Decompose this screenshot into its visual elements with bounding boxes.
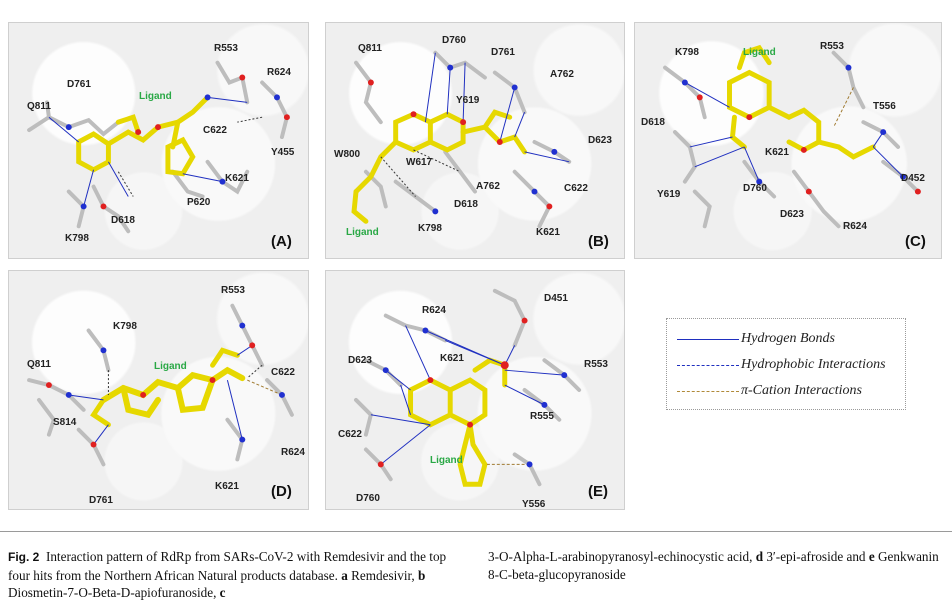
panel-label: (B) (588, 233, 609, 250)
legend-swatch-solid (677, 338, 739, 340)
residue-label: D761 (67, 79, 91, 90)
residue-label: K621 (765, 147, 789, 158)
panel-label: (C) (905, 233, 926, 250)
ligand-label: Ligand (139, 91, 172, 102)
caption-divider (0, 531, 952, 532)
caption-item-d-label: d (755, 549, 764, 564)
residue-label: K798 (675, 47, 699, 58)
panel-label: (D) (271, 483, 292, 500)
residue-label: R624 (422, 305, 446, 316)
caption-item-e-label: e (868, 549, 875, 564)
ligand-label: Ligand (743, 47, 776, 58)
residue-label: Q811 (27, 359, 51, 370)
residue-label: K798 (65, 233, 89, 244)
residue-label: R553 (214, 43, 238, 54)
legend-swatch-dashed-gold (677, 390, 739, 392)
panel-a-structure (27, 60, 290, 234)
legend-item-hydrogen-bonds: Hydrogen Bonds (677, 331, 835, 347)
residue-label: K621 (225, 173, 249, 184)
residue-label: K621 (440, 353, 464, 364)
residue-label: W800 (334, 149, 361, 160)
residue-label: T556 (873, 101, 896, 112)
residue-label: D618 (641, 117, 665, 128)
residue-label: D761 (491, 47, 515, 58)
residue-label: P620 (187, 197, 211, 208)
panel-b-structure (351, 50, 572, 229)
residue-label: D618 (454, 199, 478, 210)
residue-label: D618 (111, 215, 135, 226)
residue-label: S814 (53, 417, 77, 428)
caption-item-e: Genkwanin 8-C-beta-glucopyranoside (488, 549, 939, 582)
caption-item-c-label: c (219, 585, 226, 600)
residue-label: D761 (89, 495, 113, 506)
panel-label: (E) (588, 483, 608, 500)
ligand-label: Ligand (154, 361, 187, 372)
panel-e-structure (354, 288, 582, 487)
figure-number: Fig. 2 (8, 550, 40, 564)
caption-item-d: 3′-epi-afroside (766, 549, 844, 564)
residue-label: D760 (743, 183, 767, 194)
legend-label: Hydrogen Bonds (741, 331, 835, 346)
residue-label: A762 (476, 181, 500, 192)
caption-item-b: Diosmetin-7-O-Beta-D-apiofuranoside, (8, 585, 217, 600)
residue-label: Y455 (271, 147, 295, 158)
residue-label: D760 (442, 35, 466, 46)
residue-label: K798 (418, 223, 442, 234)
residue-label: C622 (203, 125, 227, 136)
residue-label: K621 (215, 481, 239, 492)
caption-item-c: 3-O-Alpha-L-arabinopyranosyl-echinocysti… (488, 549, 753, 564)
legend-item-hydrophobic: Hydrophobic Interactions (677, 357, 886, 373)
residue-label: D452 (901, 173, 925, 184)
residue-label: D760 (356, 493, 380, 504)
residue-label: C622 (271, 367, 295, 378)
caption-item-a: Remdesivir, (351, 567, 415, 583)
residue-label: R553 (820, 41, 844, 52)
residue-label: C622 (564, 183, 588, 194)
residue-label: R555 (530, 411, 554, 422)
caption-item-a-label: a (341, 567, 348, 583)
residue-label: Y556 (522, 499, 546, 510)
caption-item-b-label: b (418, 567, 426, 583)
panel-a: R553 R624 D761 Q811 C622 Y455 K621 P620 … (8, 22, 309, 259)
legend-item-pi-cation: π-Cation Interactions (677, 383, 862, 399)
panel-label: (A) (271, 233, 292, 250)
caption-conjunction: and (846, 549, 866, 564)
legend-label: Hydrophobic Interactions (741, 357, 886, 372)
residue-label: D623 (780, 209, 804, 220)
caption-text: Interaction pattern of RdRp from SARs-Co… (8, 549, 447, 583)
residue-label: K621 (536, 227, 560, 238)
residue-label: K798 (113, 321, 137, 332)
ligand-label: Ligand (430, 455, 463, 466)
residue-label: Y619 (657, 189, 681, 200)
residue-label: R624 (267, 67, 291, 78)
residue-label: Q811 (358, 43, 382, 54)
residue-label: R624 (281, 447, 305, 458)
panel-d: R553 K798 Q811 C622 S814 R624 K621 D761 … (8, 270, 309, 510)
panel-c-structure (663, 44, 921, 229)
residue-label: D623 (588, 135, 612, 146)
residue-label: D451 (544, 293, 568, 304)
ligand-label: Ligand (346, 227, 379, 238)
panel-d-structure (27, 303, 294, 467)
residue-label: R553 (221, 285, 245, 296)
residue-label: D623 (348, 355, 372, 366)
panel-c: K798 R553 T556 D618 K621 Y619 D760 D452 … (634, 22, 942, 259)
legend-label: π-Cation Interactions (741, 383, 862, 398)
panel-b: D760 Q811 D761 A762 Y619 W800 W617 D623 … (325, 22, 625, 259)
residue-label: R553 (584, 359, 608, 370)
residue-label: R624 (843, 221, 867, 232)
residue-label: C622 (338, 429, 362, 440)
residue-label: A762 (550, 69, 574, 80)
residue-label: Q811 (27, 101, 51, 112)
figure-caption-left: Fig. 2 Interaction pattern of RdRp from … (8, 548, 463, 602)
figure-caption-right: 3-O-Alpha-L-arabinopyranosyl-echinocysti… (488, 548, 944, 583)
residue-label: Y619 (456, 95, 480, 106)
legend-swatch-dashed (677, 364, 739, 366)
interaction-legend: Hydrogen Bonds Hydrophobic Interactions … (666, 318, 906, 410)
panel-e: D451 R624 K621 D623 R553 R555 C622 D760 … (325, 270, 625, 510)
residue-label: W617 (406, 157, 433, 168)
